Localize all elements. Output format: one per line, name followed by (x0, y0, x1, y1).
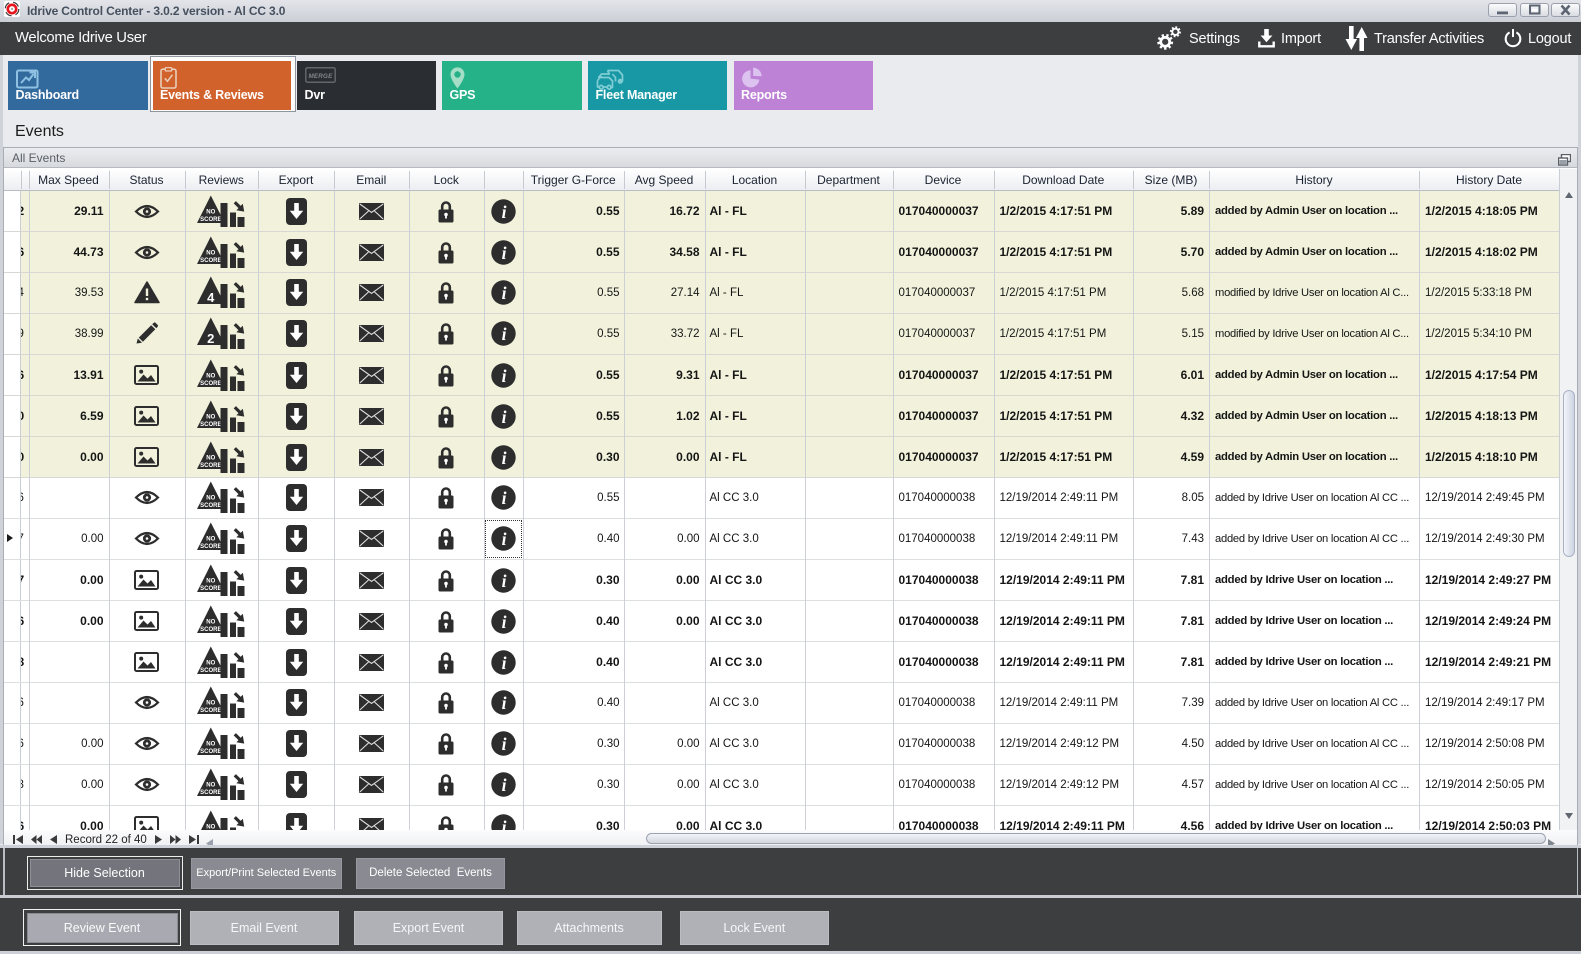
svg-text:SCORE: SCORE (200, 545, 221, 551)
svg-text:i: i (502, 243, 507, 263)
svg-text:i: i (502, 775, 507, 795)
svg-text:NO: NO (207, 620, 216, 626)
svg-text:SCORE: SCORE (200, 669, 221, 675)
svg-text:NO: NO (207, 579, 216, 585)
svg-text:i: i (502, 653, 507, 673)
svg-text:NO: NO (207, 210, 216, 216)
svg-text:SCORE: SCORE (200, 750, 221, 756)
svg-text:MERGE: MERGE (308, 73, 333, 80)
svg-text:SCORE: SCORE (200, 709, 221, 715)
svg-text:i: i (502, 407, 507, 427)
svg-text:SCORE: SCORE (200, 628, 221, 634)
svg-text:i: i (502, 612, 507, 632)
svg-text:NO: NO (207, 825, 216, 830)
svg-text:i: i (502, 734, 507, 754)
svg-text:i: i (502, 693, 507, 713)
svg-text:i: i (502, 324, 507, 344)
svg-text:2: 2 (207, 331, 214, 346)
svg-text:SCORE: SCORE (200, 382, 221, 388)
svg-text:NO: NO (207, 415, 216, 421)
svg-text:i: i (502, 283, 507, 303)
svg-text:SCORE: SCORE (200, 218, 221, 224)
svg-text:i: i (502, 571, 507, 591)
svg-text:i: i (502, 366, 507, 386)
svg-text:i: i (502, 202, 507, 222)
svg-text:i: i (502, 488, 507, 508)
svg-text:SCORE: SCORE (200, 504, 221, 510)
svg-text:SCORE: SCORE (200, 423, 221, 429)
svg-text:NO: NO (207, 456, 216, 462)
svg-text:NO: NO (207, 661, 216, 667)
svg-text:NO: NO (207, 251, 216, 257)
svg-text:NO: NO (207, 537, 216, 543)
svg-text:NO: NO (207, 783, 216, 789)
svg-text:NO: NO (207, 742, 216, 748)
svg-text:i: i (502, 529, 507, 549)
svg-text:SCORE: SCORE (200, 791, 221, 797)
svg-text:4: 4 (207, 290, 215, 305)
svg-text:SCORE: SCORE (200, 464, 221, 470)
svg-text:SCORE: SCORE (200, 259, 221, 265)
svg-text:NO: NO (207, 496, 216, 502)
svg-text:NO: NO (207, 701, 216, 707)
svg-text:NO: NO (207, 374, 216, 380)
svg-text:i: i (502, 448, 507, 468)
svg-text:i: i (502, 817, 507, 830)
svg-text:SCORE: SCORE (200, 587, 221, 593)
